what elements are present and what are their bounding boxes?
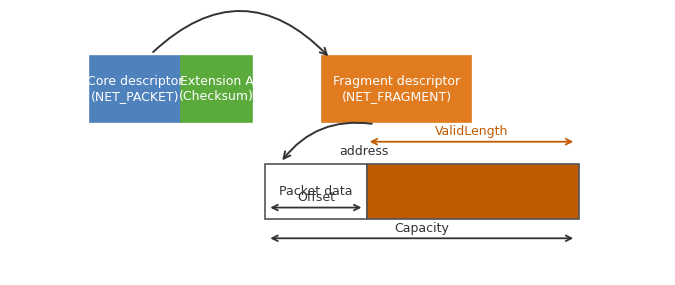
Text: Core descriptor
(NET_PACKET): Core descriptor (NET_PACKET) — [87, 75, 184, 103]
Text: Extension A
(Checksum): Extension A (Checksum) — [179, 75, 254, 103]
Text: Offset: Offset — [297, 191, 335, 204]
Text: address: address — [340, 145, 389, 158]
FancyBboxPatch shape — [181, 56, 252, 122]
FancyBboxPatch shape — [367, 164, 578, 219]
Text: ValidLength: ValidLength — [435, 125, 508, 139]
FancyBboxPatch shape — [90, 56, 181, 122]
Text: Capacity: Capacity — [394, 222, 450, 235]
Text: Fragment descriptor
(NET_FRAGMENT): Fragment descriptor (NET_FRAGMENT) — [333, 75, 460, 103]
FancyBboxPatch shape — [265, 164, 367, 219]
Text: Packet data: Packet data — [279, 185, 352, 198]
FancyBboxPatch shape — [323, 56, 471, 122]
